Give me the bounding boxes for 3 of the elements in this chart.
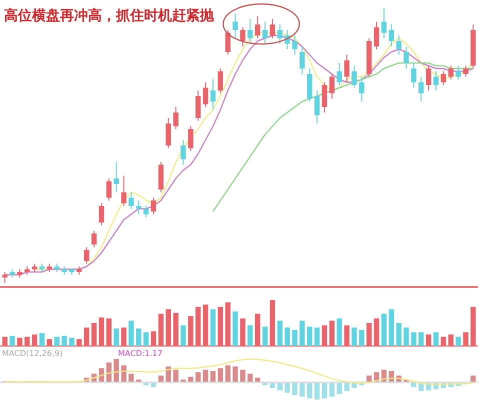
chart-title: 高位横盘再冲高，抓住时机赶紧抛 [4,7,215,24]
text: MACD(12,26,9) [2,349,63,358]
text: MACD:1.17 [118,349,162,358]
